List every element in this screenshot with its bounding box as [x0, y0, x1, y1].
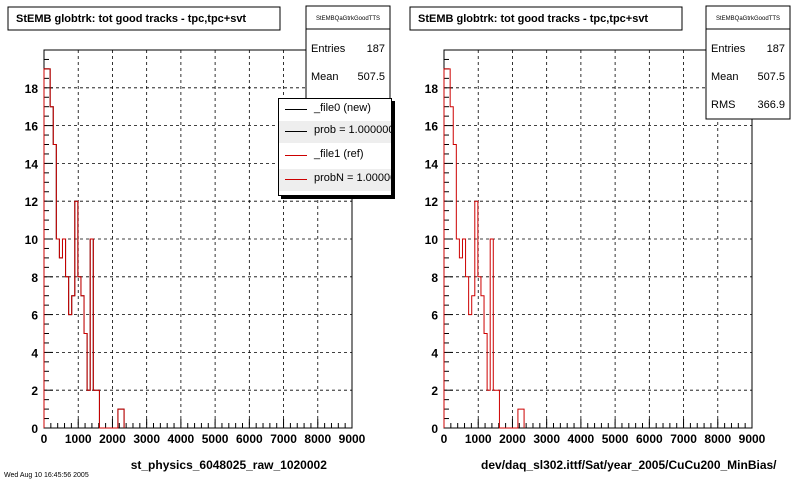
plot1-title-box	[7, 6, 281, 31]
plot2-xtick-label: 5000	[602, 432, 629, 446]
plot2-stats-box	[705, 5, 791, 120]
legend-label-file1: _file1 (ref)	[314, 148, 364, 160]
plot1-xtick-label: 7000	[270, 432, 297, 446]
legend-label-prob: prob = 1.000000	[314, 124, 392, 136]
legend-entry-file1: _file1 (ref)	[279, 145, 391, 167]
legend-label-file0: _file0 (new)	[314, 102, 371, 114]
plot1-stats-entries-value: 187	[367, 43, 385, 55]
footer-timestamp: Wed Aug 10 16:45:56 2005	[4, 472, 89, 479]
plot2-stats-entries-label: Entries	[711, 43, 746, 55]
plot2-ytick-label: 8	[431, 271, 438, 285]
legend-swatch-probn	[285, 179, 307, 180]
plot2-frame	[443, 49, 753, 429]
plot1-stats-name: StEMBQaGtrkGoodTTS	[316, 16, 380, 22]
plot2-ytick-label: 18	[425, 82, 439, 96]
plot2-stats-mean-label: Mean	[711, 71, 739, 83]
plot2-ytick-label: 14	[425, 157, 439, 171]
plot2-ytick-label: 10	[425, 233, 439, 247]
plot2-xtick-label: 8000	[704, 432, 731, 446]
plot2-xtick-label: 2000	[499, 432, 526, 446]
plot2-ytick-label: 0	[431, 422, 438, 436]
plot2-stats-entries-value: 187	[767, 43, 785, 55]
plot1-xtick-label: 9000	[339, 432, 366, 446]
plot2-ytick-label: 4	[431, 346, 438, 360]
plot2-ytick-label: 16	[425, 120, 439, 134]
plot1-ytick-label: 10	[25, 233, 39, 247]
plot2-title: StEMB globtrk: tot good tracks - tpc,tpc…	[418, 13, 648, 25]
plot2-xtick-label: 0	[441, 432, 448, 446]
plot1-xtick-label: 3000	[133, 432, 160, 446]
legend-swatch-prob	[285, 131, 307, 132]
plot2-xaxis-label: dev/daq_sl302.ittf/Sat/year_2005/CuCu200…	[481, 458, 777, 472]
plot2-xtick-label: 1000	[465, 432, 492, 446]
plot1-xtick-label: 2000	[99, 432, 126, 446]
plot2-ytick-label: 2	[431, 384, 438, 398]
plot1-ytick-label: 2	[31, 384, 38, 398]
plot2-ytick-label: 12	[425, 195, 439, 209]
plot1-title: StEMB globtrk: tot good tracks - tpc,tpc…	[16, 13, 246, 25]
plot1-ytick-label: 12	[25, 195, 39, 209]
plot2-stats-mean-value: 507.5	[757, 71, 785, 83]
legend-entry-prob: prob = 1.000000	[279, 121, 391, 143]
plot1-xtick-label: 8000	[304, 432, 331, 446]
plot1-ytick-label: 18	[25, 82, 39, 96]
plot2-xtick-label: 4000	[568, 432, 595, 446]
plot1-stats-entries-label: Entries	[311, 43, 346, 55]
plot2-stats-rms-value: 366.9	[757, 99, 785, 111]
legend-swatch-file0	[285, 109, 307, 110]
plot2-xtick-label: 9000	[739, 432, 766, 446]
plot1-ytick-label: 8	[31, 271, 38, 285]
plot1-ytick-label: 0	[31, 422, 38, 436]
plot1-stats-mean-label: Mean	[311, 71, 339, 83]
plot1-ytick-label: 16	[25, 120, 39, 134]
plot1-xtick-label: 0	[41, 432, 48, 446]
legend-entry-file0: _file0 (new)	[279, 99, 391, 121]
plot1-stats-mean-value: 507.5	[357, 71, 385, 83]
plot2-title-box	[409, 6, 683, 31]
legend-box: _file0 (new) prob = 1.000000 _file1 (ref…	[278, 98, 392, 196]
plot2-stats-name: StEMBQaGtrkGoodTTS	[716, 16, 780, 22]
plot2-xtick-label: 3000	[533, 432, 560, 446]
legend-swatch-file1	[285, 155, 307, 156]
legend-entry-probn: probN = 1.000000	[279, 169, 391, 191]
plot2-xtick-label: 6000	[636, 432, 663, 446]
plot1-xaxis-label: st_physics_6048025_raw_1020002	[131, 458, 327, 472]
plot1-ytick-label: 4	[31, 346, 38, 360]
plot2-ytick-label: 6	[431, 309, 438, 323]
plot1-xtick-label: 6000	[236, 432, 263, 446]
plot2-xtick-label: 7000	[670, 432, 697, 446]
plot1-xtick-label: 4000	[168, 432, 195, 446]
plot2-series-1-line	[443, 68, 525, 429]
legend-label-probn: probN = 1.000000	[314, 172, 391, 184]
plot2-stats-rms-label: RMS	[711, 99, 735, 111]
plot1-xtick-label: 1000	[65, 432, 92, 446]
plot1-ytick-label: 6	[31, 309, 38, 323]
plot1-series-2-line	[43, 68, 125, 429]
plot1-xtick-label: 5000	[202, 432, 229, 446]
plot1-ytick-label: 14	[25, 157, 39, 171]
